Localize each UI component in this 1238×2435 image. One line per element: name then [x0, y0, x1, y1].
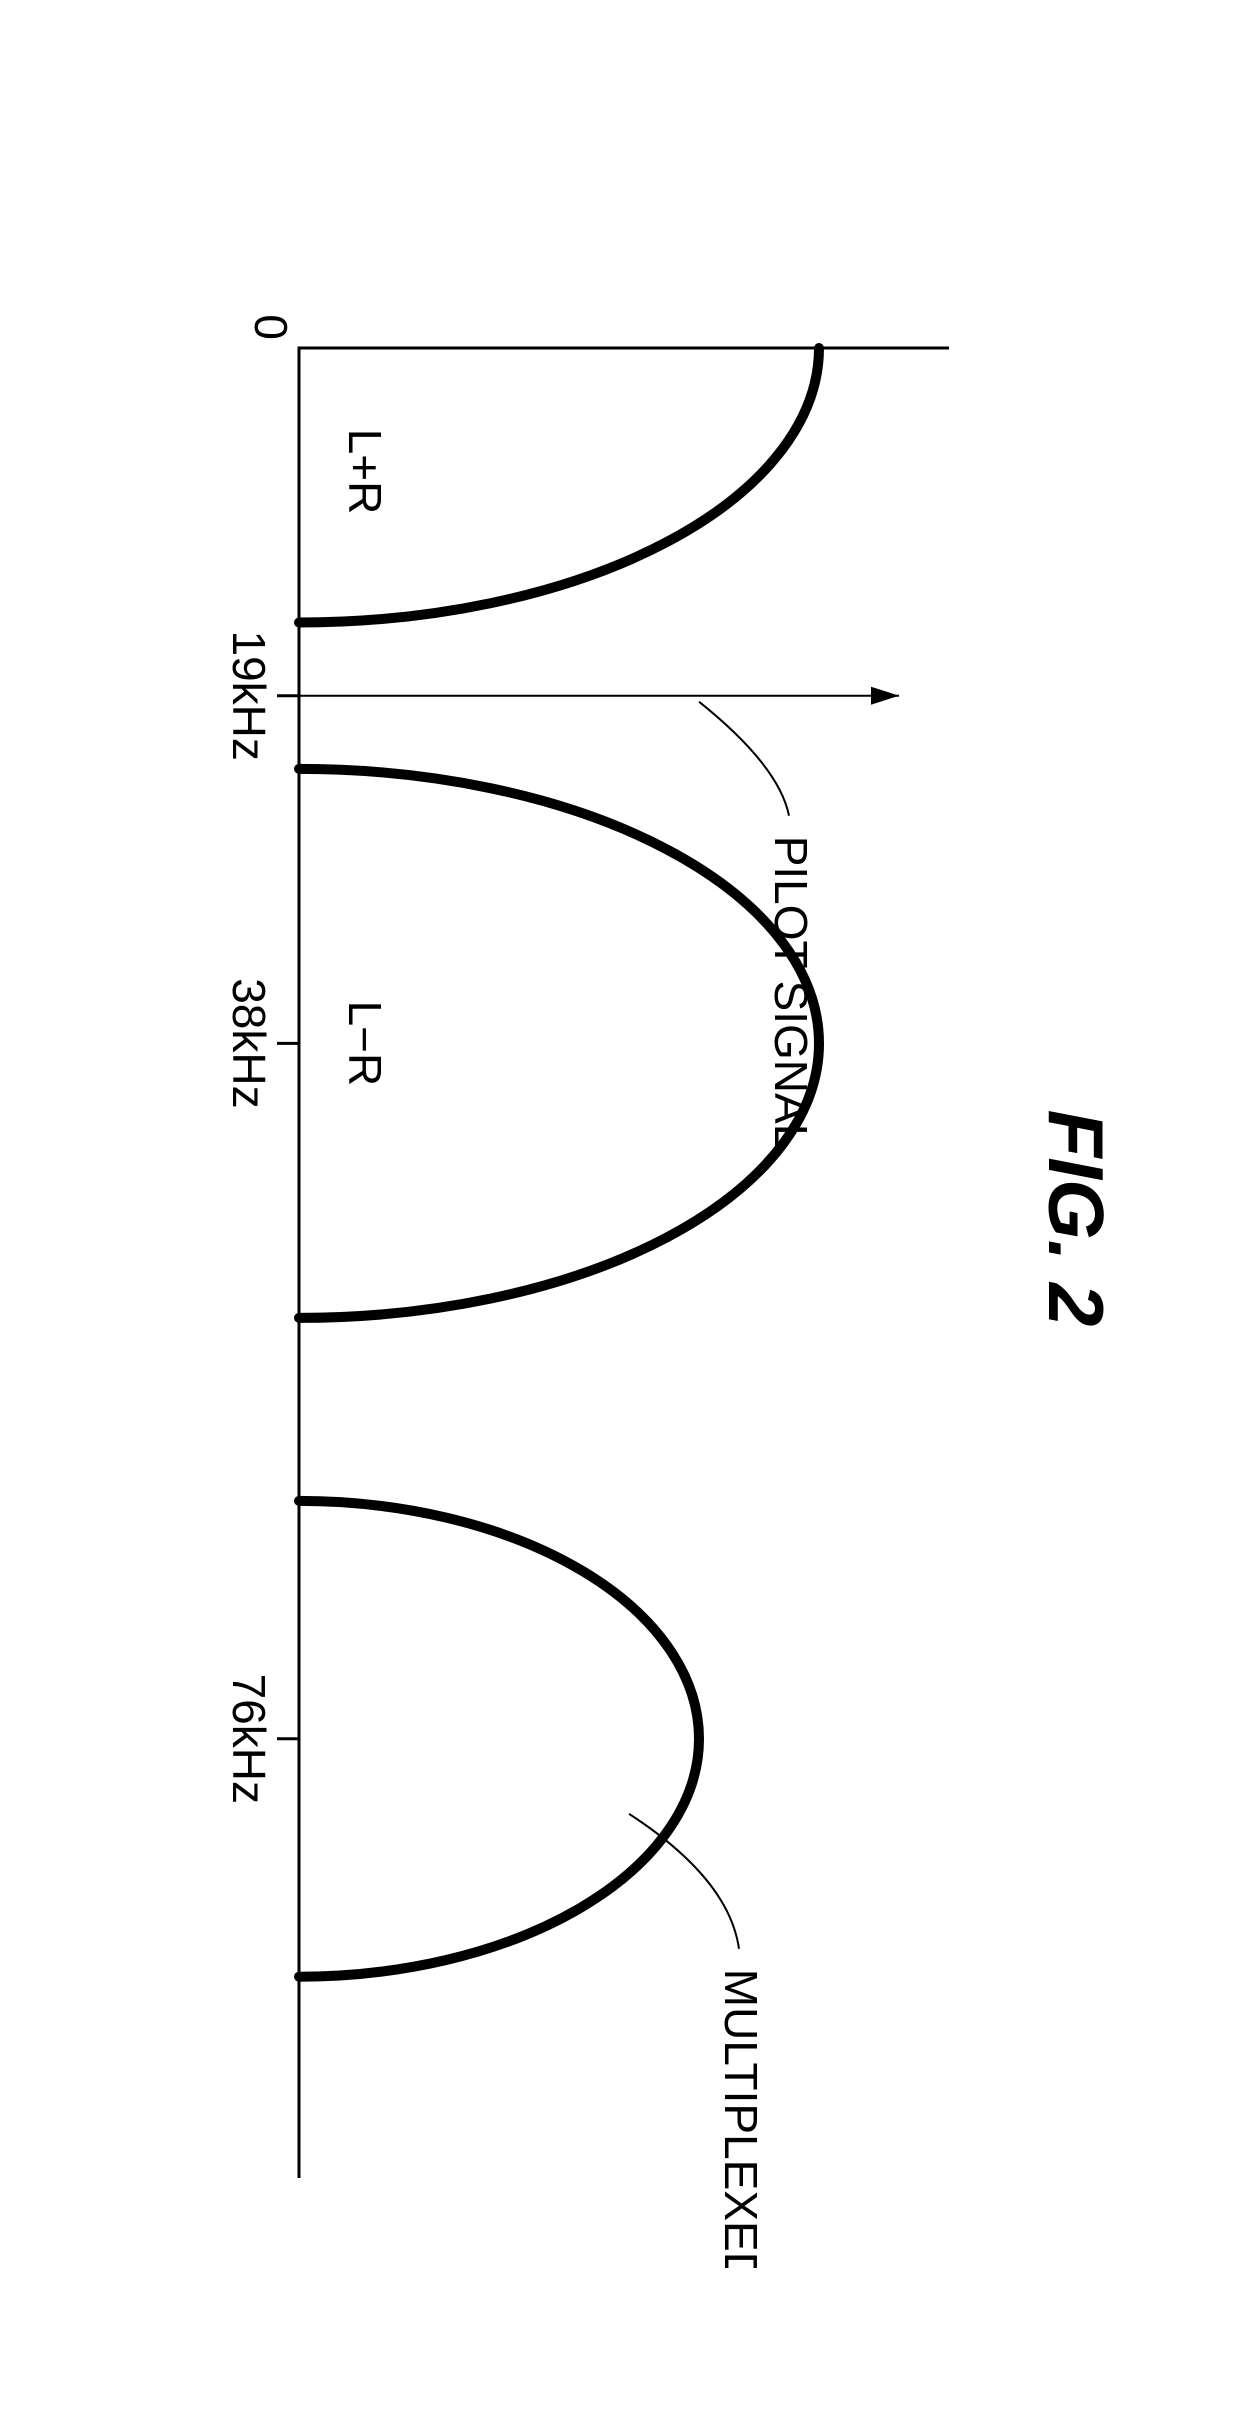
lobe-label-baseband: L+R [339, 428, 391, 514]
x-tick-label: 19kHz [223, 630, 275, 760]
figure-svg: FIG. 2 0 19kHz 38kHz 76kHz L+R L−R PILOT SIGNAL… [69, 168, 1169, 2268]
pilot-arrowhead [871, 686, 899, 704]
pilot-label: PILOT SIGNAL [765, 835, 817, 1149]
page: FIG. 2 0 19kHz 38kHz 76kHz L+R L−R PILOT SIGNAL… [0, 0, 1238, 2435]
x-tick-label: 38kHz [223, 978, 275, 1108]
multiplexed-leader [629, 1813, 739, 1948]
rotated-stage: FIG. 2 0 19kHz 38kHz 76kHz L+R L−R PILOT SIGNAL… [69, 168, 1169, 2268]
lobe-label-stereo_diff: L−R [339, 1000, 391, 1086]
lobe-multiplexed [299, 1500, 699, 1976]
figure-title: FIG. 2 [1032, 1109, 1120, 1326]
x-tick-label: 0 [245, 314, 297, 340]
x-tick-label: 76kHz [223, 1673, 275, 1803]
multiplexed-label: MULTIPLEXED SIGNAL [715, 1968, 767, 2267]
pilot-leader [699, 701, 789, 815]
